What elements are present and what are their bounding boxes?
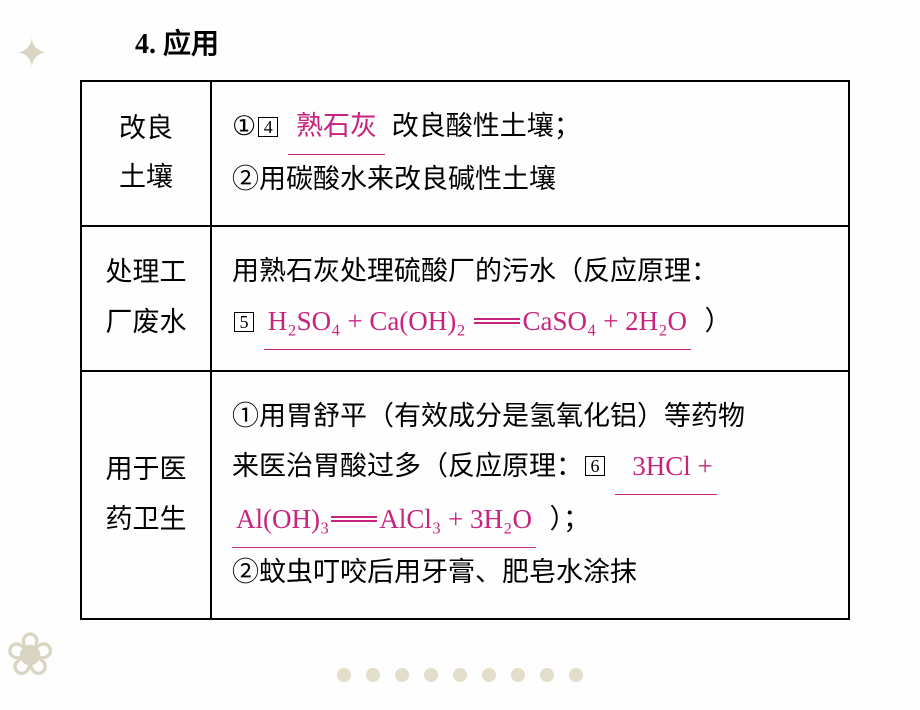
- boxed-number: 5: [234, 312, 254, 332]
- row-label-wastewater: 处理工 厂废水: [81, 226, 211, 371]
- content-medical: ①用胃舒平（有效成分是氢氧化铝）等药物 来医治胃酸过多（反应原理：6 3HCl …: [211, 371, 849, 619]
- label-text: 改良: [119, 113, 173, 143]
- boxed-number: 4: [258, 117, 278, 137]
- row-label-medical: 用于医 药卫生: [81, 371, 211, 619]
- fill-blank-equation-part1: 3HCl +: [615, 442, 717, 495]
- applications-table: 改良 土壤 ①4 熟石灰 改良酸性土壤； ②用碳酸水来改良碱性土壤 处理工 厂废…: [80, 80, 850, 620]
- row-label-soil: 改良 土壤: [81, 81, 211, 226]
- equation-line-icon: [331, 516, 377, 522]
- equation-rhs: AlCl₃ + 3H₂O: [379, 504, 532, 534]
- equation-lhs: Al(OH)₃: [236, 504, 329, 534]
- label-text: 土壤: [119, 162, 173, 192]
- content-text: 用胃舒平（有效成分是氢氧化铝）等药物: [259, 401, 745, 431]
- label-text: 处理工: [106, 257, 187, 287]
- content-text: 蚊虫叮咬后用牙膏、肥皂水涂抹: [259, 557, 637, 587]
- content-wastewater: 用熟石灰处理硫酸厂的污水（反应原理： 5 H₂SO₄ + Ca(OH)₂ CaS…: [211, 226, 849, 371]
- list-marker: ①: [232, 111, 256, 141]
- content-text: 改良酸性土壤；: [385, 111, 581, 141]
- decoration-right: [880, 430, 920, 490]
- decoration-dots-bottom: [337, 668, 583, 682]
- label-text: 厂废水: [106, 307, 187, 337]
- content-text: 来医治胃酸过多（反应原理：: [232, 451, 583, 481]
- decoration-top-left: [0, 0, 60, 200]
- table-row-wastewater: 处理工 厂废水 用熟石灰处理硫酸厂的污水（反应原理： 5 H₂SO₄ + Ca(…: [81, 226, 849, 371]
- label-text: 药卫生: [106, 504, 187, 534]
- equation-lhs: H₂SO₄ + Ca(OH)₂: [268, 306, 466, 336]
- content-soil: ①4 熟石灰 改良酸性土壤； ②用碳酸水来改良碱性土壤: [211, 81, 849, 226]
- content-text: 用碳酸水来改良碱性土壤: [259, 164, 556, 194]
- table-row-soil: 改良 土壤 ①4 熟石灰 改良酸性土壤； ②用碳酸水来改良碱性土壤: [81, 81, 849, 226]
- table-row-medical: 用于医 药卫生 ①用胃舒平（有效成分是氢氧化铝）等药物 来医治胃酸过多（反应原理…: [81, 371, 849, 619]
- label-text: 用于医: [106, 454, 187, 484]
- list-marker: ②: [232, 164, 259, 194]
- list-marker: ②: [232, 557, 259, 587]
- fill-blank-answer: 熟石灰: [288, 102, 385, 155]
- fill-blank-equation: H₂SO₄ + Ca(OH)₂ CaSO₄ + 2H₂O: [264, 297, 691, 350]
- section-title: 4. 应用: [135, 22, 219, 62]
- fill-blank-equation-part2: Al(OH)₃ AlCl₃ + 3H₂O: [232, 495, 536, 548]
- list-marker: ①: [232, 401, 259, 431]
- content-text: ）: [705, 306, 732, 336]
- equation-line-icon: [474, 318, 520, 324]
- content-text: ）；: [549, 504, 590, 534]
- equation-rhs: CaSO₄ + 2H₂O: [522, 306, 687, 336]
- equation-part: 3HCl +: [632, 451, 713, 481]
- boxed-number: 6: [585, 456, 605, 476]
- content-text: 用熟石灰处理硫酸厂的污水（反应原理：: [232, 256, 718, 286]
